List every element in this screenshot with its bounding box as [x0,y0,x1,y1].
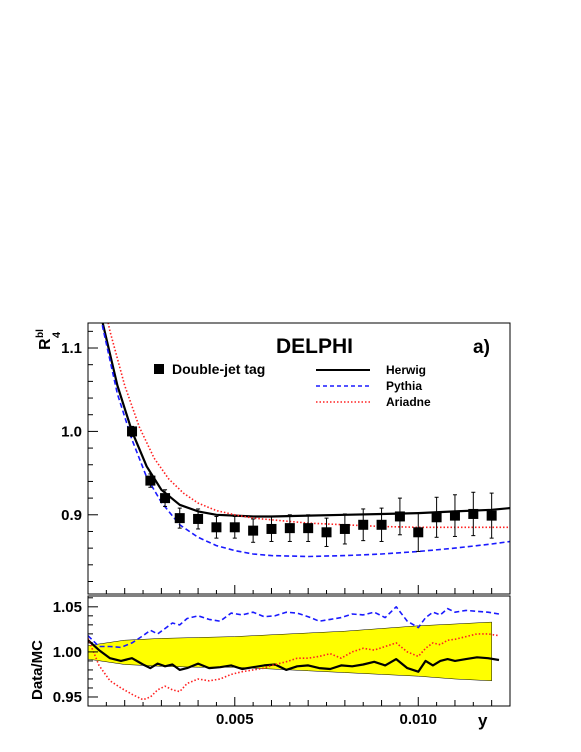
data-point [468,508,479,519]
data-point [266,523,277,534]
data-point [339,523,350,534]
y-label-main: R [37,338,54,350]
main-y-tick-label: 1.0 [61,423,82,440]
y-label-superscript: bl [35,329,46,338]
main-plot-area [101,323,510,558]
legend-label-pythia: Pythia [386,379,422,393]
legend: Double-jet tag Herwig Pythia Ariadne [154,361,431,409]
data-point [248,525,259,536]
chart-title: DELPHI [276,335,353,358]
ratio-y-tick-label: 1.05 [53,599,82,616]
main-y-axis-label: R 4 bl [35,329,63,350]
main-axes: 0.9 1.0 1.1 [61,330,511,594]
y-label-subscript: 4 [51,331,63,338]
main-line-ariadne [107,323,510,529]
data-point [376,519,387,530]
ratio-line-herwig [88,639,500,673]
legend-label-double-jet-tag: Double-jet tag [172,361,265,377]
data-point [211,522,222,533]
legend-label-ariadne: Ariadne [386,395,431,409]
data-point [145,475,156,486]
main-panel: 0.9 1.0 1.1 DELPHI a) R 4 bl Double-jet ta… [35,322,511,595]
x-axis-label: y [478,711,488,730]
ratio-plot-area [88,606,500,701]
ratio-y-tick-label: 1.00 [53,644,82,661]
data-point [193,513,204,524]
ratio-x-tick-label: 0.005 [216,711,254,728]
data-point [358,519,369,530]
data-point [486,510,497,521]
data-point [174,513,185,524]
ratio-line-pythia [88,606,500,649]
ratio-uncertainty-band [88,621,492,682]
ratio-panel: 0.95 1.00 1.05 0.005 0.010 Data/MC y [29,595,511,730]
data-point [431,512,442,523]
ratio-axes: 0.95 1.00 1.05 0.005 0.010 [53,597,511,728]
main-y-tick-label: 1.1 [61,340,82,357]
ratio-y-tick-label: 0.95 [53,689,82,706]
ratio-x-tick-label: 0.010 [399,711,437,728]
data-point [413,527,424,538]
data-point [160,493,171,504]
data-point [321,527,332,538]
main-line-pythia [101,323,510,558]
data-point [284,523,295,534]
main-y-tick-label: 0.9 [61,507,82,524]
main-frame [87,322,511,595]
data-point [229,522,240,533]
ratio-y-axis-label: Data/MC [29,640,46,700]
legend-label-herwig: Herwig [386,363,426,377]
y-label-ratio: Data/MC [29,640,46,700]
data-point [127,426,138,437]
legend-marker-double-jet-tag [154,364,164,374]
ratio-line-ariadne [88,633,500,701]
ratio-frame [87,595,511,707]
data-point [449,510,460,521]
data-point [303,523,314,534]
panel-label: a) [473,337,490,358]
data-point [394,511,405,522]
